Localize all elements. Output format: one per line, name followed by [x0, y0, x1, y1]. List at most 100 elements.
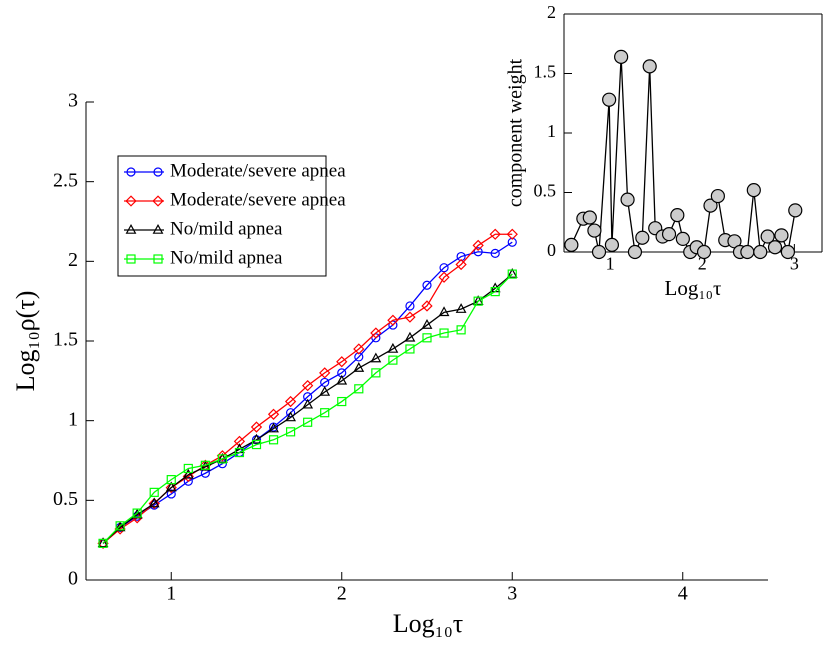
x-tick-label: 2 [698, 254, 707, 274]
marker [506, 228, 518, 240]
marker [336, 374, 348, 385]
marker [216, 450, 229, 462]
marker [582, 210, 597, 225]
inset-y-axis-label: component weight [505, 58, 527, 207]
series-line [102, 273, 513, 544]
marker [746, 183, 761, 198]
x-tick-label: 1 [606, 254, 615, 274]
series-line [102, 241, 513, 544]
marker [421, 319, 433, 329]
y-axis-label: Log₁₀ρ(τ) [11, 291, 40, 392]
x-tick-label: 2 [337, 583, 347, 605]
marker [286, 427, 296, 437]
marker [115, 521, 125, 531]
legend-label: No/mild apnea [170, 247, 283, 268]
y-tick-label: 1.5 [53, 329, 78, 351]
marker [183, 463, 193, 474]
marker [353, 343, 365, 355]
marker [302, 379, 314, 392]
marker [696, 244, 712, 260]
marker [217, 454, 227, 464]
marker [183, 476, 193, 486]
y-tick-label: 2 [68, 249, 78, 271]
legend-label: Moderate/severe apnea [170, 189, 346, 210]
marker [353, 362, 365, 372]
marker [591, 244, 607, 260]
marker [490, 248, 500, 258]
x-axis-label: Log₁₀τ [393, 609, 463, 638]
marker [182, 468, 194, 479]
marker [767, 240, 783, 255]
legend-box [117, 155, 327, 277]
marker [131, 508, 143, 519]
y-tick-label: 2 [547, 2, 556, 22]
y-tick-label: 0.5 [534, 181, 557, 201]
marker [404, 311, 416, 323]
marker [587, 223, 602, 238]
marker [234, 447, 245, 458]
marker [251, 439, 262, 450]
marker [251, 433, 262, 444]
marker [166, 489, 176, 499]
marker [148, 497, 160, 510]
marker [507, 269, 517, 279]
y-tick-label: 0 [547, 240, 556, 260]
x-tick-label: 4 [678, 583, 688, 605]
marker [405, 344, 415, 354]
marker [125, 195, 137, 207]
marker [371, 368, 381, 378]
marker [670, 208, 685, 223]
marker [439, 328, 449, 338]
marker [490, 287, 500, 297]
y-tick-label: 1.5 [534, 62, 557, 82]
marker [710, 188, 725, 204]
x-tick-label: 1 [166, 583, 176, 605]
marker [125, 223, 137, 234]
marker [388, 355, 398, 365]
inset-x-axis-label: Log₁₀τ [665, 276, 722, 300]
marker [405, 301, 415, 311]
marker [97, 537, 109, 550]
marker [319, 385, 331, 396]
marker [370, 327, 382, 339]
marker [760, 229, 775, 244]
marker [661, 227, 677, 242]
marker [473, 247, 483, 257]
marker [354, 384, 364, 394]
marker [455, 303, 467, 313]
marker [303, 417, 313, 427]
y-tick-label: 3 [68, 90, 78, 112]
marker [472, 239, 484, 252]
series-line [102, 273, 513, 544]
marker [422, 333, 432, 343]
marker [370, 352, 382, 363]
y-tick-label: 0 [68, 568, 78, 590]
y-tick-label: 0.5 [53, 488, 78, 510]
marker [267, 408, 280, 420]
marker [153, 254, 163, 264]
marker [675, 231, 690, 247]
marker [774, 228, 789, 243]
marker [126, 254, 136, 264]
marker [114, 521, 126, 532]
marker [602, 92, 617, 107]
marker [285, 411, 297, 422]
marker [337, 396, 347, 407]
marker [421, 300, 433, 312]
marker [422, 280, 432, 290]
marker [152, 223, 164, 234]
marker [387, 342, 399, 353]
series-line [102, 233, 513, 544]
legend-label: No/mild apnea [170, 218, 283, 239]
marker [148, 497, 160, 508]
marker [153, 167, 163, 177]
y-tick-label: 2.5 [53, 169, 78, 191]
marker [753, 244, 768, 260]
marker [152, 195, 164, 207]
marker [438, 306, 450, 317]
marker [455, 258, 467, 271]
marker [165, 481, 177, 492]
marker [788, 203, 803, 218]
